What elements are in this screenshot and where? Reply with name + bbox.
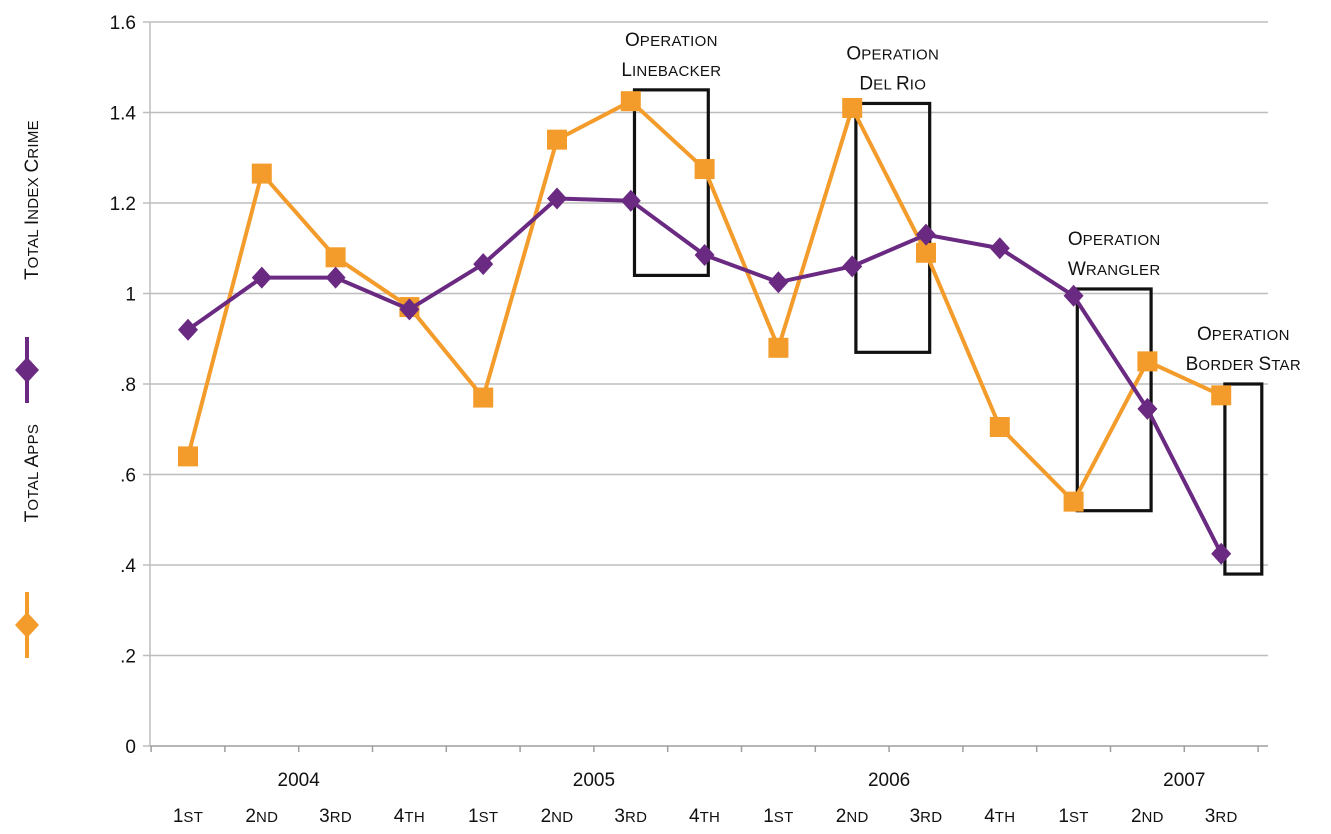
- operation-label: LINEBACKER: [621, 60, 721, 81]
- quarter-label: 3RD: [910, 806, 943, 827]
- data-point: [916, 242, 936, 263]
- y-tick-label: 1.2: [110, 194, 136, 215]
- data-point: [842, 255, 863, 278]
- quarter-label: 1ST: [468, 806, 498, 827]
- data-point: [251, 163, 272, 184]
- quarter-label: 4TH: [394, 806, 425, 827]
- x-axis: [150, 745, 1268, 752]
- gridlines: [143, 21, 1268, 747]
- data-point: [620, 189, 641, 212]
- operation-label: WRANGLER: [1068, 259, 1161, 280]
- operation-label: OPERATION: [625, 30, 718, 51]
- legend-label: TOTAL INDEX CRIME: [22, 120, 43, 280]
- legend-label: TOTAL APPS: [22, 424, 43, 522]
- quarter-label: 2ND: [1131, 806, 1164, 827]
- year-label: 2007: [1163, 770, 1205, 791]
- year-label: 2004: [278, 770, 321, 791]
- data-point: [325, 247, 346, 268]
- quarter-label: 2ND: [541, 806, 574, 827]
- y-tick-label: 1: [125, 285, 136, 306]
- operation-label: BORDER STAR: [1186, 354, 1301, 375]
- operation-label: OPERATION: [1068, 229, 1161, 250]
- legend-label-text: TOTAL APPS: [22, 424, 43, 522]
- data-series: [178, 91, 1232, 565]
- data-point: [251, 266, 272, 289]
- data-point: [768, 337, 789, 358]
- legend-marker: [15, 612, 39, 638]
- quarter-label: 2ND: [836, 806, 869, 827]
- quarter-label: 1ST: [173, 806, 203, 827]
- operation-label: DEL RIO: [859, 73, 926, 94]
- data-point: [399, 298, 420, 321]
- quarter-label: 4TH: [689, 806, 720, 827]
- quarter-label: 3RD: [1205, 806, 1238, 827]
- data-point: [178, 318, 198, 341]
- data-point: [1137, 351, 1158, 372]
- data-point: [547, 129, 567, 150]
- data-point: [547, 187, 567, 210]
- data-point: [842, 97, 863, 118]
- legend: TOTAL INDEX CRIME TOTAL APPS: [15, 120, 43, 658]
- y-tick-label: .2: [120, 647, 136, 668]
- data-point: [916, 223, 936, 246]
- operation-annotations: OPERATION LINEBACKER OPERATION DEL RIO OPERA…: [621, 30, 1301, 576]
- data-point: [620, 91, 641, 112]
- y-tick-label: .6: [120, 466, 136, 487]
- quarter-label: 4TH: [984, 806, 1015, 827]
- legend-label-text: TOTAL INDEX CRIME: [22, 120, 43, 280]
- operation-label: OPERATION: [846, 43, 939, 64]
- year-label: 2006: [868, 770, 910, 791]
- data-point: [1211, 385, 1232, 406]
- data-point: [1063, 284, 1084, 307]
- data-point: [1137, 397, 1158, 420]
- y-tick-label: 0: [125, 737, 136, 758]
- legend-marker: [15, 357, 39, 383]
- data-point: [768, 271, 789, 294]
- operation-box: [1075, 287, 1153, 513]
- year-label: 2005: [573, 770, 615, 791]
- quarter-label: 1ST: [1058, 806, 1088, 827]
- x-tick-labels: 2004 2005 2006 2007 1ST 2ND 3RD 4TH 1ST 2ND 3RD 4TH…: [173, 770, 1238, 827]
- y-tick-labels: 0 .2 .4 .6 .8 1 1.2 1.4 1.6: [110, 13, 137, 758]
- quarter-label: 1ST: [763, 806, 793, 827]
- data-point: [989, 237, 1010, 260]
- data-point: [694, 159, 715, 180]
- data-point: [694, 244, 715, 267]
- y-tick-label: 1.4: [110, 104, 137, 125]
- quarter-label: 3RD: [319, 806, 352, 827]
- y-tick-label: .8: [120, 375, 136, 396]
- quarter-label: 3RD: [614, 806, 647, 827]
- y-tick-label: 1.6: [110, 13, 136, 34]
- data-point: [178, 446, 198, 467]
- data-point: [325, 266, 346, 289]
- operation-box: [1223, 382, 1264, 576]
- data-point: [1063, 491, 1084, 512]
- data-point: [1211, 542, 1232, 565]
- data-point: [473, 253, 494, 276]
- quarter-label: 2ND: [245, 806, 278, 827]
- data-point: [473, 387, 494, 408]
- operation-label: OPERATION: [1197, 324, 1290, 345]
- y-tick-label: .4: [120, 556, 136, 577]
- data-point: [989, 416, 1010, 437]
